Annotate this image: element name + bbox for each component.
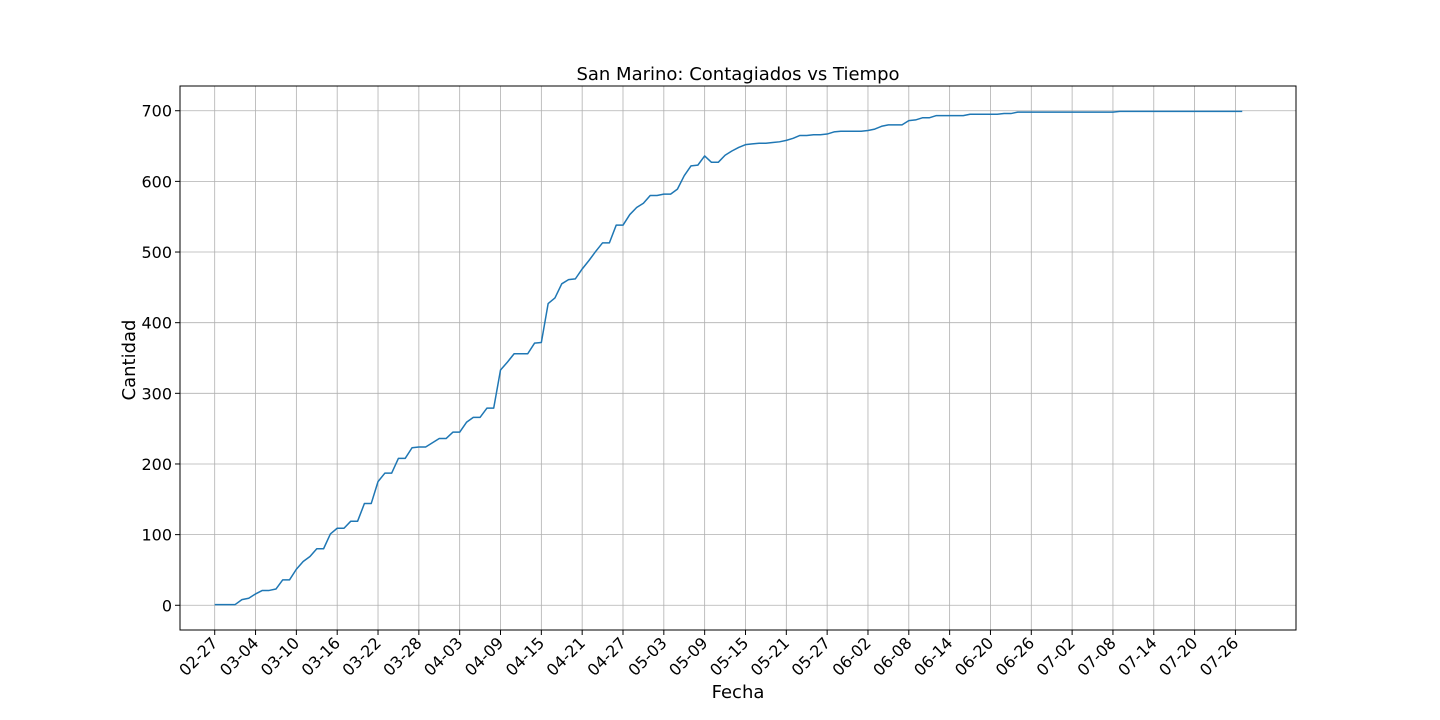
x-tick-label: 04-03 bbox=[420, 633, 466, 679]
y-tick-label: 700 bbox=[141, 102, 172, 121]
y-axis: 0 100 200 300 400 500 600 700 bbox=[141, 102, 180, 615]
chart-title: San Marino: Contagiados vs Tiempo bbox=[576, 64, 899, 85]
x-tick-label: 04-27 bbox=[584, 633, 630, 679]
x-tick-label: 04-09 bbox=[461, 633, 507, 679]
y-tick-label: 0 bbox=[162, 596, 172, 615]
x-axis-label: Fecha bbox=[712, 682, 765, 703]
x-tick-label: 06-26 bbox=[992, 633, 1038, 679]
x-tick-label: 05-21 bbox=[747, 633, 793, 679]
x-tick-label: 06-02 bbox=[828, 633, 874, 679]
x-tick-label: 04-15 bbox=[502, 633, 548, 679]
x-axis: 02-2703-0403-1003-1603-2203-2804-0304-09… bbox=[175, 630, 1242, 680]
x-tick-label: 03-04 bbox=[216, 633, 262, 679]
grid bbox=[180, 86, 1296, 630]
x-tick-label: 07-14 bbox=[1114, 633, 1160, 679]
x-tick-label: 03-28 bbox=[379, 633, 425, 679]
series-line bbox=[214, 110, 1243, 606]
x-tick-label: 02-27 bbox=[175, 633, 221, 679]
y-axis-label: Cantidad bbox=[119, 320, 140, 401]
x-tick-label: 03-22 bbox=[339, 633, 385, 679]
x-tick-label: 07-02 bbox=[1033, 633, 1079, 679]
plot-frame bbox=[179, 85, 1297, 631]
x-tick-label: 05-27 bbox=[788, 633, 834, 679]
y-tick-label: 200 bbox=[141, 455, 172, 474]
x-tick-label: 06-20 bbox=[951, 633, 997, 679]
x-tick-label: 03-16 bbox=[298, 633, 344, 679]
y-tick-label: 100 bbox=[141, 526, 172, 545]
x-tick-label: 03-10 bbox=[257, 633, 303, 679]
y-tick-label: 600 bbox=[141, 172, 172, 191]
y-tick-label: 400 bbox=[141, 314, 172, 333]
x-tick-label: 07-08 bbox=[1073, 633, 1119, 679]
x-tick-label: 05-15 bbox=[706, 633, 752, 679]
x-tick-label: 07-26 bbox=[1196, 633, 1242, 679]
y-tick-label: 300 bbox=[141, 384, 172, 403]
x-tick-label: 04-21 bbox=[543, 633, 589, 679]
x-tick-label: 05-09 bbox=[665, 633, 711, 679]
y-tick-label: 500 bbox=[141, 243, 172, 262]
x-tick-label: 06-08 bbox=[869, 633, 915, 679]
x-tick-label: 07-20 bbox=[1155, 633, 1201, 679]
series-layer bbox=[214, 110, 1243, 606]
x-tick-label: 06-14 bbox=[910, 633, 956, 679]
x-tick-label: 05-03 bbox=[624, 633, 670, 679]
